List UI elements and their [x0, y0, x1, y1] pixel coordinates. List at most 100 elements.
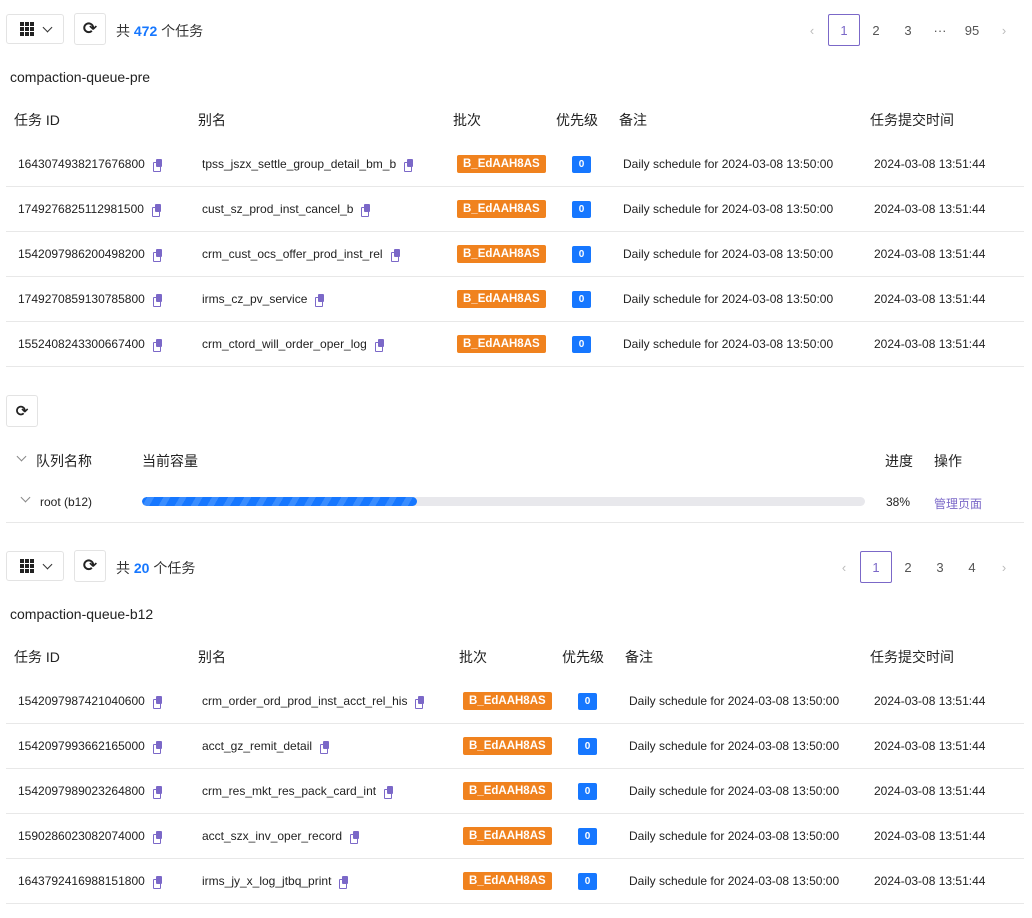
- next-page-button[interactable]: ›: [1001, 559, 1007, 575]
- page-3[interactable]: 3: [904, 22, 912, 38]
- task-id: 1749276825112981500: [18, 202, 144, 216]
- task-id: 1749270859130785800: [18, 292, 145, 306]
- copy-icon[interactable]: [152, 875, 162, 889]
- column-priority: 优先级: [562, 649, 604, 665]
- page-4[interactable]: 4: [968, 559, 976, 575]
- copy-icon[interactable]: [151, 203, 161, 217]
- page-1[interactable]: 1: [828, 14, 860, 46]
- task-id: 1643792416988151800: [18, 874, 145, 888]
- batch-badge: B_EdAAH8AS: [463, 872, 552, 890]
- column-submit-time: 任务提交时间: [870, 112, 954, 128]
- page-ellipsis[interactable]: ···: [933, 22, 947, 38]
- priority-badge: 0: [572, 155, 591, 173]
- task-alias: tpss_jszx_settle_group_detail_bm_b: [202, 157, 397, 171]
- copy-icon[interactable]: [315, 293, 325, 307]
- copy-icon[interactable]: [339, 875, 349, 889]
- task-note: Daily schedule for 2024-03-08 13:50:00: [629, 694, 840, 708]
- prev-page-button[interactable]: ‹: [841, 559, 847, 575]
- priority-badge: 0: [578, 827, 597, 845]
- chevron-down-icon[interactable]: [16, 451, 27, 462]
- copy-icon[interactable]: [152, 785, 162, 799]
- column-note: 备注: [619, 112, 647, 128]
- submit-time: 2024-03-08 13:51:44: [874, 829, 986, 843]
- page-2[interactable]: 2: [872, 22, 880, 38]
- chevron-down-icon: [42, 559, 52, 569]
- batch-badge: B_EdAAH8AS: [457, 290, 546, 308]
- pagination: ‹ 1 2 3 4 ›: [828, 551, 1020, 583]
- copy-icon[interactable]: [152, 695, 162, 709]
- column-batch: 批次: [453, 112, 481, 128]
- expand-chevron-icon[interactable]: [20, 492, 31, 503]
- priority-badge: 0: [572, 290, 591, 308]
- priority-badge: 0: [578, 737, 597, 755]
- refresh-icon: ⟳: [15, 403, 29, 420]
- task-table: 任务 ID 别名 批次 优先级 备注 任务提交时间 1643074938217676800…: [6, 98, 1024, 367]
- priority-badge: 0: [578, 692, 597, 710]
- queue-refresh-button[interactable]: ⟳: [6, 395, 38, 427]
- task-alias: irms_jy_x_log_jtbq_print: [202, 874, 332, 888]
- submit-time: 2024-03-08 13:51:44: [874, 202, 986, 216]
- copy-icon[interactable]: [384, 785, 394, 799]
- task-id: 1552408243300667400: [18, 337, 145, 351]
- submit-time: 2024-03-08 13:51:44: [874, 784, 986, 798]
- copy-icon[interactable]: [152, 293, 162, 307]
- task-alias: crm_ctord_will_order_oper_log: [202, 337, 367, 351]
- priority-badge: 0: [572, 335, 591, 353]
- task-note: Daily schedule for 2024-03-08 13:50:00: [623, 292, 834, 306]
- batch-badge: B_EdAAH8AS: [457, 245, 546, 263]
- chevron-down-icon: [42, 22, 52, 32]
- page-1[interactable]: 1: [860, 551, 892, 583]
- table-row: 1542097986200498200 crm_cust_ocs_offer_p…: [6, 232, 1024, 277]
- copy-icon[interactable]: [390, 248, 400, 262]
- column-batch: 批次: [459, 649, 487, 665]
- prev-page-button[interactable]: ‹: [809, 22, 815, 38]
- table-row: 1643792416988151800 irms_jy_x_log_jtbq_p…: [6, 859, 1024, 904]
- grid-icon: [19, 559, 34, 573]
- table-row: 1542097989023264800 crm_res_mkt_res_pack…: [6, 769, 1024, 814]
- copy-icon[interactable]: [152, 740, 162, 754]
- copy-icon[interactable]: [350, 830, 360, 844]
- batch-badge: B_EdAAH8AS: [457, 200, 546, 218]
- task-note: Daily schedule for 2024-03-08 13:50:00: [623, 202, 834, 216]
- submit-time: 2024-03-08 13:51:44: [874, 157, 986, 171]
- next-page-button[interactable]: ›: [1001, 22, 1007, 38]
- progress-label: 38%: [886, 495, 911, 509]
- task-alias: acct_szx_inv_oper_record: [202, 829, 343, 843]
- batch-badge: B_EdAAH8AS: [457, 335, 546, 353]
- task-note: Daily schedule for 2024-03-08 13:50:00: [629, 739, 840, 753]
- table-row: 1749276825112981500 cust_sz_prod_inst_ca…: [6, 187, 1024, 232]
- task-alias: acct_gz_remit_detail: [202, 739, 313, 753]
- page-3[interactable]: 3: [936, 559, 944, 575]
- task-id: 1590286023082074000: [18, 829, 145, 843]
- copy-icon[interactable]: [152, 338, 162, 352]
- capacity-progress-bar: [142, 497, 865, 506]
- column-task-id: 任务 ID: [14, 112, 60, 128]
- column-action: 操作: [934, 453, 962, 469]
- column-settings-dropdown[interactable]: [6, 551, 64, 581]
- manage-page-link[interactable]: 管理页面: [934, 497, 983, 511]
- submit-time: 2024-03-08 13:51:44: [874, 337, 986, 351]
- copy-icon[interactable]: [320, 740, 330, 754]
- table-row: 1590286023082074000 acct_szx_inv_oper_re…: [6, 814, 1024, 859]
- column-progress: 进度: [885, 453, 913, 469]
- refresh-button[interactable]: ⟳: [74, 550, 106, 582]
- copy-icon[interactable]: [361, 203, 371, 217]
- task-note: Daily schedule for 2024-03-08 13:50:00: [623, 337, 834, 351]
- copy-icon[interactable]: [415, 695, 425, 709]
- column-note: 备注: [625, 649, 653, 665]
- copy-icon[interactable]: [152, 248, 162, 262]
- column-settings-dropdown[interactable]: [6, 14, 64, 44]
- refresh-button[interactable]: ⟳: [74, 13, 106, 45]
- submit-time: 2024-03-08 13:51:44: [874, 739, 986, 753]
- copy-icon[interactable]: [152, 830, 162, 844]
- copy-icon[interactable]: [404, 158, 414, 172]
- task-note: Daily schedule for 2024-03-08 13:50:00: [629, 874, 840, 888]
- copy-icon[interactable]: [374, 338, 384, 352]
- column-task-id: 任务 ID: [14, 649, 60, 665]
- page-95[interactable]: 95: [964, 22, 980, 38]
- queue-row: root (b12) 38% 管理页面: [6, 480, 1024, 523]
- copy-icon[interactable]: [152, 158, 162, 172]
- batch-badge: B_EdAAH8AS: [463, 692, 552, 710]
- column-queue-name: 队列名称: [36, 453, 92, 469]
- page-2[interactable]: 2: [904, 559, 912, 575]
